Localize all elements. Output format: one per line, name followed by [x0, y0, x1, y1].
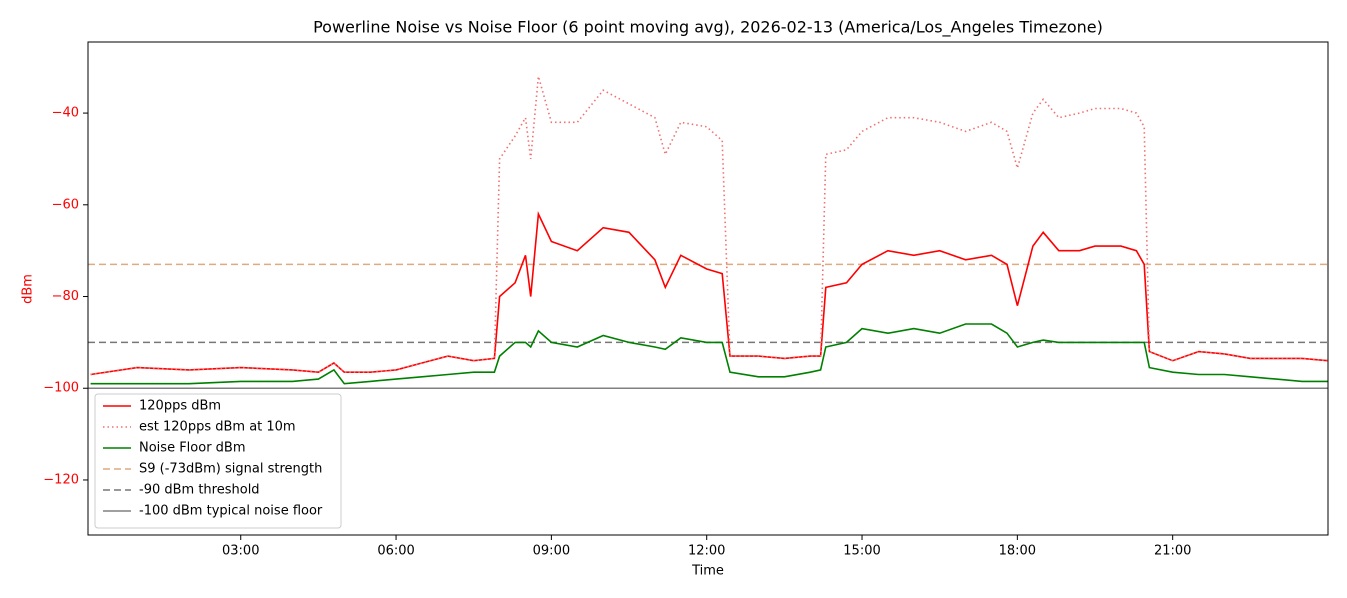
y-tick-label: −80	[52, 289, 79, 304]
x-axis-label: Time	[691, 564, 724, 579]
x-tick-label: 12:00	[688, 544, 725, 559]
y-tick-label: −120	[43, 472, 79, 487]
legend-label: -100 dBm typical noise floor	[139, 504, 323, 519]
y-tick-label: −40	[52, 106, 79, 121]
x-tick-label: 06:00	[377, 544, 414, 559]
y-tick-label: −100	[43, 381, 79, 396]
legend-label: -90 dBm threshold	[139, 483, 260, 498]
legend-label: S9 (-73dBm) signal strength	[139, 462, 322, 477]
legend: 120pps dBm est 120pps dBm at 10m Noise Flo…	[94, 393, 342, 529]
x-tick-label: 21:00	[1154, 544, 1191, 559]
series-line	[90, 76, 1328, 376]
plot-frame	[87, 41, 1329, 536]
chart-title: Powerline Noise vs Noise Floor (6 point …	[313, 18, 1103, 38]
legend-label: est 120pps dBm at 10m	[139, 420, 296, 435]
legend-label: Noise Floor dBm	[139, 441, 246, 456]
x-tick-label: 09:00	[533, 544, 570, 559]
legend-box	[94, 393, 342, 529]
plot-area	[88, 76, 1328, 389]
x-tick-label: 15:00	[843, 544, 880, 559]
y-tick-label: −60	[52, 197, 79, 212]
x-tick-label: 18:00	[999, 544, 1036, 559]
y-axis-label: dBm	[21, 274, 36, 304]
legend-label: 120pps dBm	[139, 399, 221, 414]
series-line	[90, 323, 1328, 385]
x-tick-label: 03:00	[222, 544, 259, 559]
